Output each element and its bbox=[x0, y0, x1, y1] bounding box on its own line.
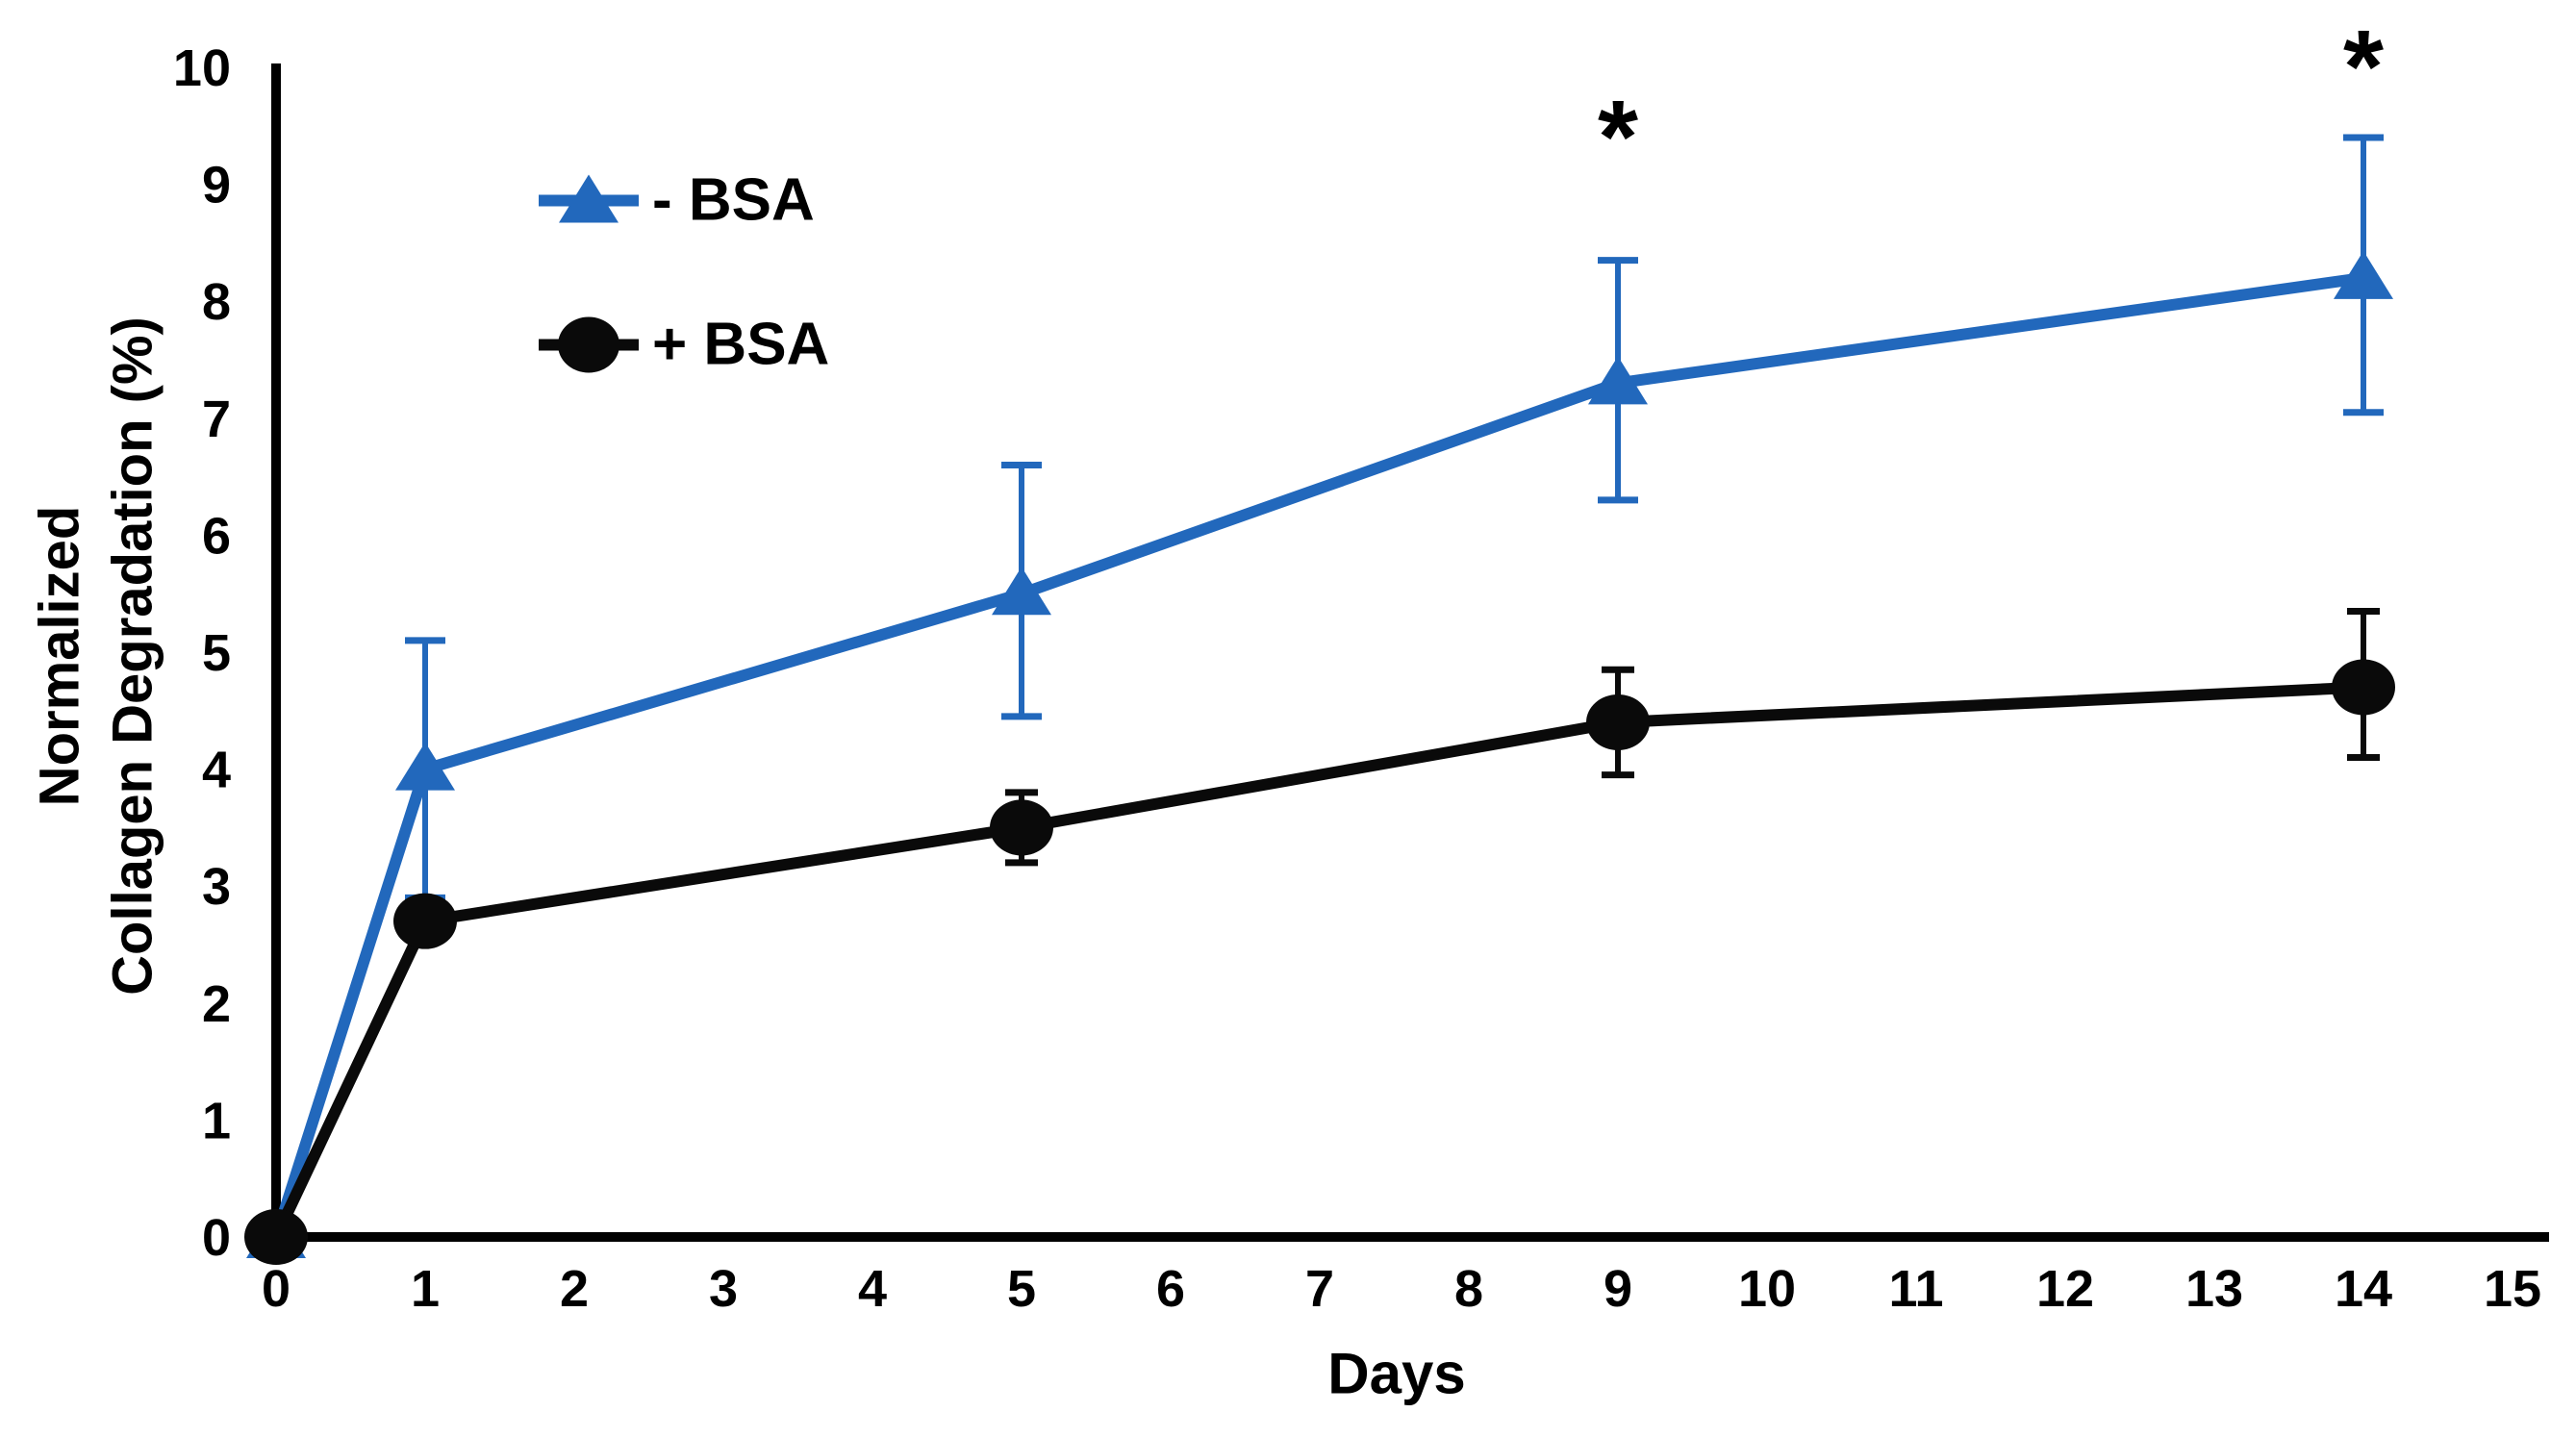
x-tick-label: 7 bbox=[1305, 1260, 1334, 1318]
y-tick-label: 0 bbox=[202, 1209, 231, 1267]
x-tick-label: 2 bbox=[560, 1260, 589, 1318]
marker-triangle bbox=[992, 567, 1051, 616]
marker-circle bbox=[244, 1209, 308, 1265]
significance-asterisk: * bbox=[2343, 8, 2384, 124]
legend-label-plus-bsa: + BSA bbox=[652, 311, 830, 378]
x-tick-label: 11 bbox=[1888, 1260, 1943, 1318]
marker-triangle bbox=[1588, 356, 1648, 405]
y-tick-label: 6 bbox=[202, 507, 231, 565]
marker-circle bbox=[2332, 659, 2395, 716]
x-tick-label: 9 bbox=[1604, 1260, 1632, 1318]
legend-item-plus-bsa: + BSA bbox=[539, 311, 829, 379]
marker-triangle bbox=[395, 742, 455, 791]
marker-triangle bbox=[2334, 250, 2393, 299]
series-line-minus-bsa bbox=[270, 271, 2369, 1243]
y-tick-label: 3 bbox=[202, 858, 231, 916]
legend-item-minus-bsa: - BSA bbox=[539, 166, 815, 235]
legend-label-minus-bsa: - BSA bbox=[652, 166, 815, 234]
x-tick-label: 13 bbox=[2185, 1260, 2243, 1318]
y-axis-title-line1: Normalized bbox=[28, 505, 91, 807]
y-tick-label: 2 bbox=[202, 975, 231, 1033]
circle-marker-icon bbox=[558, 316, 619, 372]
x-tick-label: 1 bbox=[411, 1260, 440, 1318]
marker-circle bbox=[1586, 694, 1650, 750]
y-tick-label: 10 bbox=[173, 39, 231, 97]
marker-circle bbox=[393, 893, 457, 949]
y-tick-label: 4 bbox=[202, 742, 231, 799]
x-tick-label: 3 bbox=[709, 1260, 738, 1318]
x-tick-label: 5 bbox=[1007, 1260, 1036, 1318]
y-tick-label: 1 bbox=[202, 1092, 231, 1149]
triangle-marker-icon bbox=[559, 174, 619, 222]
x-axis-title: Days bbox=[1327, 1341, 1466, 1406]
legend-line-minus-bsa bbox=[539, 174, 639, 222]
y-axis-title-line2: Collagen Degradation (%) bbox=[101, 316, 164, 996]
y-tick-label: 8 bbox=[202, 273, 231, 331]
significance-asterisk: * bbox=[1598, 78, 1638, 194]
marker-circle bbox=[990, 799, 1053, 856]
series-line-plus-bsa bbox=[270, 681, 2369, 1243]
y-tick-label: 7 bbox=[202, 391, 231, 448]
x-tick-label: 10 bbox=[1738, 1260, 1796, 1318]
x-tick-label: 14 bbox=[2335, 1260, 2392, 1318]
x-tick-label: 6 bbox=[1156, 1260, 1185, 1318]
x-tick-label: 8 bbox=[1454, 1260, 1483, 1318]
legend-line-plus-bsa bbox=[539, 316, 639, 372]
y-tick-label: 5 bbox=[202, 624, 231, 682]
x-tick-label: 12 bbox=[2036, 1260, 2094, 1318]
x-tick-label: 4 bbox=[858, 1260, 887, 1318]
x-tick-label: 15 bbox=[2484, 1260, 2541, 1318]
x-tick-label: 0 bbox=[262, 1260, 290, 1318]
y-tick-label: 9 bbox=[202, 157, 231, 214]
